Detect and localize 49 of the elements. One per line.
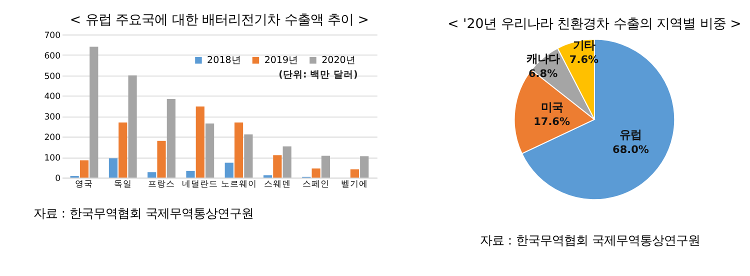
x-tick-label: 벨기에 xyxy=(341,180,368,190)
x-tick-label: 영국 xyxy=(75,180,94,190)
x-tick-label: 네덜란드 xyxy=(182,180,218,190)
bar xyxy=(80,160,89,178)
y-tick-label: 500 xyxy=(44,72,61,82)
x-tick-label: 독일 xyxy=(114,180,132,190)
y-tick-label: 400 xyxy=(44,92,61,102)
slice-label: 유럽 xyxy=(620,128,642,142)
text: 자료 : 한국무역협회 국제무역통상연구원 xyxy=(480,232,700,248)
y-tick-label: 100 xyxy=(44,154,61,164)
x-tick-label: 스웨덴 xyxy=(264,180,291,190)
x-tick-label: 노르웨이 xyxy=(220,180,257,190)
bar xyxy=(166,98,176,178)
chart-title: < '20년 우리나라 친환경차 수출의 지역별 비중 > xyxy=(448,16,742,32)
slice-label: 미국 xyxy=(540,100,563,114)
bar xyxy=(360,156,369,178)
bar xyxy=(196,106,204,178)
legend-label: 2018년 xyxy=(207,55,242,66)
bar xyxy=(90,46,98,178)
bar xyxy=(263,175,272,178)
data-label: 68.0% xyxy=(612,144,650,156)
bar xyxy=(321,156,330,178)
annotation: (단위: 백만 달러) xyxy=(278,69,358,80)
data-label: 17.6% xyxy=(534,116,570,128)
bar xyxy=(157,140,166,178)
bar xyxy=(108,158,118,178)
bar xyxy=(282,146,292,178)
y-tick-label: 700 xyxy=(44,30,61,41)
y-tick-label: 0 xyxy=(55,174,61,184)
bar xyxy=(273,155,282,178)
y-tick-label: 300 xyxy=(44,112,61,123)
bar xyxy=(350,169,359,178)
bar xyxy=(128,75,137,178)
legend-label: 2020년 xyxy=(322,55,356,66)
y-tick-label: 600 xyxy=(44,51,61,62)
x-tick-label: 프랑스 xyxy=(148,180,176,190)
bar xyxy=(244,134,253,178)
bar xyxy=(234,122,244,178)
bar xyxy=(148,172,156,178)
chart-title: < 유럽 주요국에 대한 배터리전기차 수출액 추이 > xyxy=(70,13,369,28)
bar xyxy=(118,122,128,178)
text: 자료 : 한국무역협회 국제무역통상연구원 xyxy=(33,206,254,221)
bar xyxy=(206,123,214,178)
x-tick-label: 스페인 xyxy=(302,180,330,190)
bar xyxy=(312,168,320,178)
y-tick-label: 200 xyxy=(44,133,61,144)
bar xyxy=(224,162,234,178)
bar xyxy=(186,170,195,178)
legend-label: 2019년 xyxy=(264,55,299,66)
